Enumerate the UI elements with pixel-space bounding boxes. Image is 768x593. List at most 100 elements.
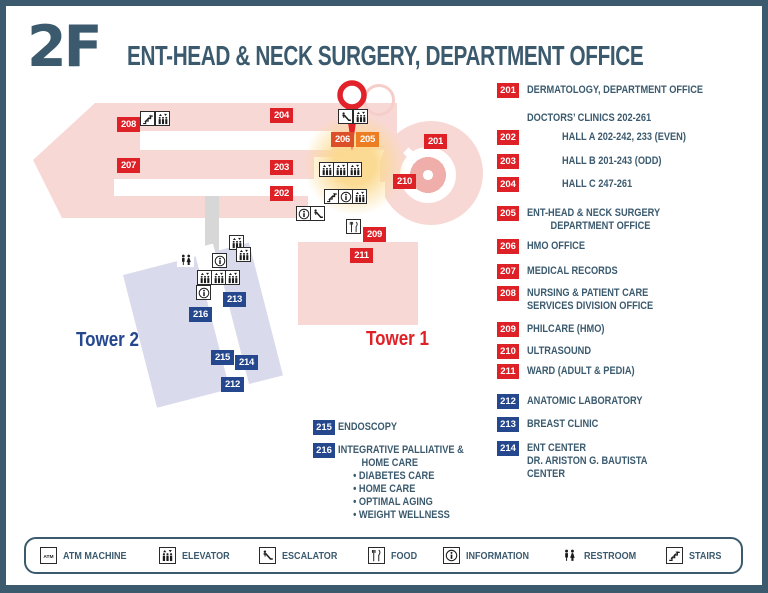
directory-row-203: 203 HALL B 201-243 (ODD) <box>497 154 762 169</box>
corridor <box>140 131 332 150</box>
map-room-badge-210: 210 <box>393 174 416 189</box>
room-number-badge: 212 <box>497 394 519 409</box>
room-label: DR. ARISTON G. BAUTISTA <box>527 455 648 467</box>
room-label: DOCTORS’ CLINICS 202-261 <box>527 112 652 124</box>
floor-label: 2F <box>27 14 103 80</box>
info-icon <box>338 189 353 204</box>
directory-row-215: 215 ENDOSCOPY <box>313 420 493 435</box>
stairs-icon <box>324 189 339 204</box>
directory-row-208: 208 NURSING & PATIENT CARE SERVICES DIVISI… <box>497 286 762 313</box>
map-wing-shape <box>33 103 345 218</box>
elevator-icon <box>158 547 176 564</box>
directory-row-202: 202 HALL A 202-242, 233 (EVEN) <box>497 130 762 145</box>
directory-row-204: 204 HALL C 247-261 <box>497 177 762 192</box>
restroom-icon <box>177 252 194 267</box>
escalator-icon <box>338 109 353 124</box>
room-number-badge: 214 <box>497 441 519 456</box>
elevator-icon <box>319 162 334 177</box>
legend-label: ESCALATOR <box>281 549 338 562</box>
directory-row-212: 212 ANATOMIC LABORATORY <box>497 394 762 409</box>
legend-item-restroom: RESTROOM <box>560 547 645 564</box>
food-icon <box>346 219 361 234</box>
map-room-badge-201: 201 <box>424 134 447 149</box>
room-number-badge: 216 <box>313 443 335 458</box>
map-room-badge-202: 202 <box>270 186 293 201</box>
elevator-icon <box>211 270 226 285</box>
legend-item-stairs: STAIRS <box>666 547 727 564</box>
legend-item-info: INFORMATION <box>442 547 539 564</box>
room-label: ENT-HEAD & NECK SURGERY <box>527 207 661 219</box>
map-room-badge-204: 204 <box>270 108 293 123</box>
room-label: ENDOSCOPY <box>338 421 398 433</box>
map-room-badge-216: 216 <box>189 307 212 322</box>
room-label: SERVICES DIVISION OFFICE <box>527 300 654 312</box>
tower2-label: Tower 2 <box>76 329 139 351</box>
service-bullet: • WEIGHT WELLNESS <box>353 509 450 521</box>
tower2-shape <box>123 242 283 408</box>
directory-row-210: 210 ULTRASOUND <box>497 344 762 359</box>
room-number-badge: 211 <box>497 364 519 379</box>
map-room-badge-205: 205 <box>356 132 379 147</box>
directory-row-201: 201 DERMATOLOGY, DEPARTMENT OFFICE <box>497 83 762 98</box>
service-bullet: • DIABETES CARE <box>353 470 435 482</box>
room-number-badge: 208 <box>497 286 519 301</box>
connecting-corridor <box>205 196 219 254</box>
food-icon <box>367 547 385 564</box>
room-label: ANATOMIC LABORATORY <box>527 395 643 407</box>
stairs-icon <box>666 547 684 564</box>
directory-row-213: 213 BREAST CLINIC <box>497 417 762 432</box>
legend-label: ELEVATOR <box>181 549 230 562</box>
legend-label: INFORMATION <box>465 549 529 562</box>
restroom-icon <box>560 547 578 564</box>
directory-row-205: 205 ENT-HEAD & NECK SURGERY DEPARTMENT OFF… <box>497 206 762 233</box>
directory-row-header: DOCTORS’ CLINICS 202-261 <box>497 111 762 125</box>
directory-row-211: 211 WARD (ADULT & PEDIA) <box>497 364 762 379</box>
room-label: INTEGRATIVE PALLIATIVE & <box>338 444 464 456</box>
room-label: DEPARTMENT OFFICE <box>550 220 651 232</box>
room-label: HALL A 202-242, 233 (EVEN) <box>562 131 686 143</box>
page-title: ENT-HEAD & NECK SURGERY, DEPARTMENT OFFI… <box>127 40 644 71</box>
elevator-icon <box>225 270 240 285</box>
map-room-badge-211: 211 <box>350 248 373 263</box>
elevator-icon <box>197 270 212 285</box>
room-number-badge: 215 <box>313 420 335 435</box>
map-room-badge-208: 208 <box>117 117 140 132</box>
stairs-icon <box>140 111 155 126</box>
sub-directory: 215 ENDOSCOPY 216 INTEGRATIVE PALLIATIVE & H… <box>313 419 493 529</box>
elevator-icon <box>155 111 170 126</box>
directory-row-214: 214 ENT CENTER DR. ARISTON G. BAUTISTA CENT… <box>497 441 762 481</box>
map-room-badge-207: 207 <box>117 158 140 173</box>
elevator-icon <box>236 247 251 262</box>
room-label: ULTRASOUND <box>527 345 591 357</box>
room-label: DERMATOLOGY, DEPARTMENT OFFICE <box>527 84 704 96</box>
room-number-badge: 205 <box>497 206 519 221</box>
map-room-badge-212: 212 <box>221 377 244 392</box>
room-number-badge: 201 <box>497 83 519 98</box>
legend-item-escalator: ESCALATOR <box>258 547 346 564</box>
service-bullet: • HOME CARE <box>353 483 416 495</box>
svg-text:ATM: ATM <box>43 554 53 560</box>
room-label: NURSING & PATIENT CARE <box>527 287 649 299</box>
room-number-badge: 206 <box>497 239 519 254</box>
map-room-badge-215: 215 <box>211 350 234 365</box>
directory-row-207: 207 MEDICAL RECORDS <box>497 264 762 279</box>
tower1-label: Tower 1 <box>366 328 429 350</box>
legend-item-atm: ATM ATM MACHINE <box>40 547 137 564</box>
corridor <box>114 179 334 196</box>
legend-item-food: FOOD <box>367 547 421 564</box>
room-label: HALL C 247-261 <box>562 178 633 190</box>
map-room-badge-209: 209 <box>363 227 386 242</box>
room-number-badge: 204 <box>497 177 519 192</box>
legend-bar: ATM ATM MACHINE ELEVATOR ESCALATOR FOOD INFOR… <box>24 537 743 574</box>
room-label: HOME CARE <box>361 457 418 469</box>
legend-label: RESTROOM <box>583 549 637 562</box>
map-room-badge-213: 213 <box>223 292 246 307</box>
elevator-icon <box>333 162 348 177</box>
room-label: MEDICAL RECORDS <box>527 265 618 277</box>
room-label: HALL B 201-243 (ODD) <box>562 155 662 167</box>
map-room-badge-206: 206 <box>331 132 354 147</box>
map-room-badge-203: 203 <box>270 160 293 175</box>
room-label: CENTER <box>527 468 565 480</box>
escalator-icon <box>258 547 276 564</box>
elevator-icon <box>352 189 367 204</box>
